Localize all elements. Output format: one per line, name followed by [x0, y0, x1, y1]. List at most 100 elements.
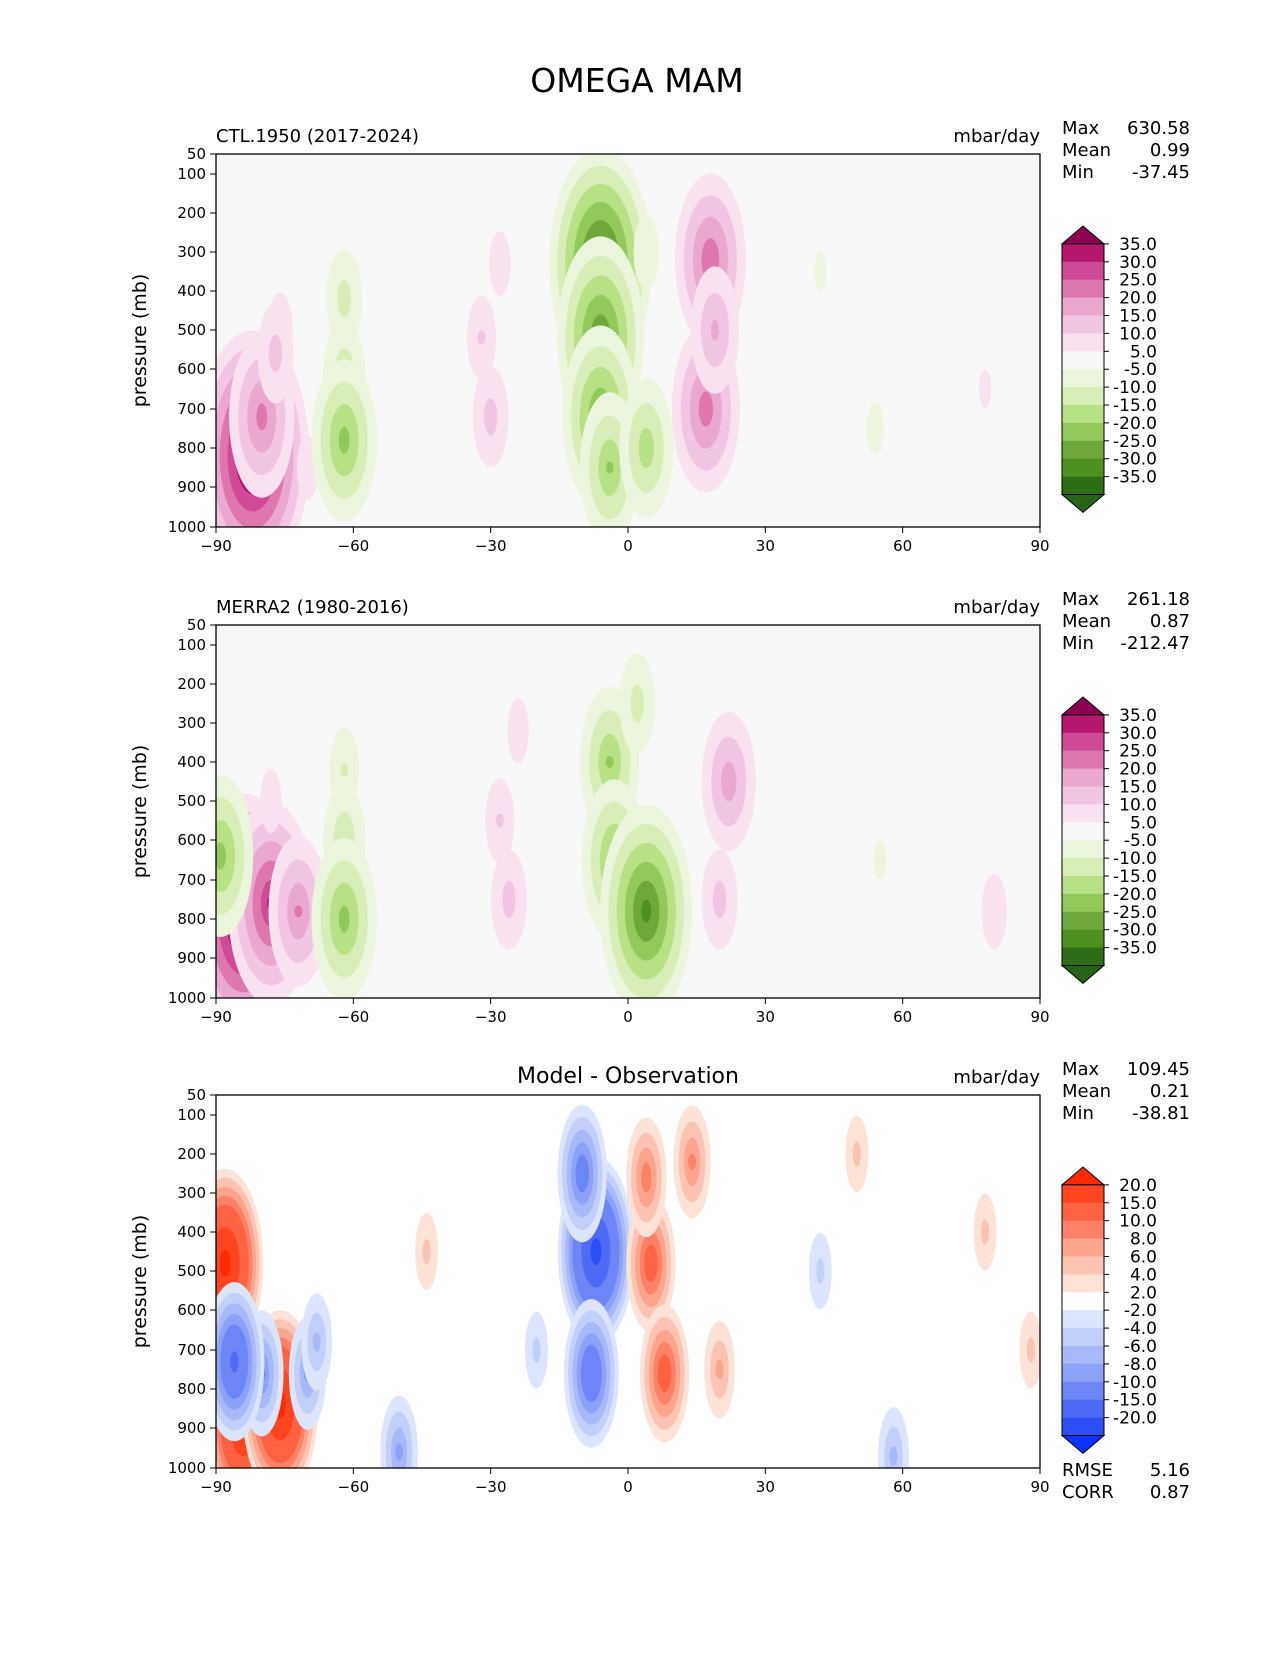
corr-value: 0.87 — [1150, 1482, 1190, 1503]
contour-cell — [619, 378, 674, 518]
contour-level — [532, 1337, 541, 1363]
colorbar-label: 4.0 — [1130, 1265, 1157, 1285]
colorbar-swatch — [1062, 1238, 1104, 1257]
contour-level — [644, 1244, 658, 1282]
contour-level — [260, 768, 282, 834]
x-tick-label: −30 — [475, 537, 507, 555]
x-tick-label: 90 — [1030, 537, 1049, 555]
stat-max-label: Max — [1062, 589, 1100, 610]
x-tick-label: −60 — [338, 537, 370, 555]
colorbar-label: 20.0 — [1119, 289, 1157, 309]
y-tick-label: 100 — [177, 636, 206, 654]
contour-level — [312, 1332, 321, 1352]
colorbar-swatch — [1062, 297, 1104, 316]
y-tick-label: 900 — [177, 1419, 206, 1437]
contour-cell — [600, 804, 693, 998]
x-tick-label: 90 — [1030, 1008, 1049, 1026]
colorbar-swatch — [1062, 804, 1104, 823]
colorbar-label: 20.0 — [1119, 1176, 1157, 1196]
colorbar-swatch — [1062, 1256, 1104, 1275]
y-axis-label: pressure (mb) — [129, 745, 151, 879]
contour-level — [268, 334, 283, 373]
contour-cell — [467, 295, 497, 380]
contour-level — [575, 1154, 589, 1193]
colorbar-swatch — [1062, 1220, 1104, 1240]
x-tick-label: 90 — [1030, 1478, 1049, 1496]
panels: CTL.1950 (2017-2024) mbar/day pressure (mb… — [129, 118, 1190, 1503]
panel-title: CTL.1950 (2017-2024) — [216, 126, 419, 147]
stat-mean-value: 0.87 — [1150, 611, 1190, 632]
colorbar-swatch — [1062, 369, 1104, 388]
colorbar-label: 15.0 — [1119, 307, 1157, 327]
colorbar-swatch — [1062, 714, 1104, 734]
y-tick-label: 100 — [177, 165, 206, 183]
colorbar-label: -20.0 — [1113, 885, 1157, 905]
contour-cell — [329, 727, 359, 812]
contour-level — [630, 684, 644, 723]
y-tick-label: 800 — [177, 1380, 206, 1398]
contour-level — [873, 840, 886, 880]
colorbar-label: -20.0 — [1113, 414, 1157, 434]
colorbar-swatch — [1062, 786, 1104, 805]
colorbar-swatch — [1062, 1274, 1104, 1293]
contour-level — [507, 698, 529, 764]
x-tick-label: −90 — [200, 537, 232, 555]
colorbar-swatch — [1062, 822, 1104, 841]
y-tick-label: 700 — [177, 400, 206, 418]
stat-min-value: -212.47 — [1121, 633, 1190, 654]
colorbar-label: -10.0 — [1113, 849, 1157, 869]
colorbar-label: -10.0 — [1113, 1373, 1157, 1393]
colorbar-swatch — [1062, 1363, 1104, 1383]
contour-level — [477, 330, 486, 345]
contour-cell — [873, 840, 886, 880]
colorbar-swatch — [1062, 476, 1104, 495]
contour-cell — [701, 849, 738, 950]
y-axis-label: pressure (mb) — [129, 1215, 151, 1349]
contour-level — [715, 1359, 724, 1380]
stat-min-value: -38.81 — [1132, 1103, 1190, 1124]
contour-cell — [311, 359, 377, 522]
contour-cell — [626, 1117, 667, 1238]
contour-cell — [507, 698, 529, 764]
y-tick-label: 1000 — [168, 518, 206, 536]
stat-max-label: Max — [1062, 118, 1100, 139]
colorbar-swatch — [1062, 929, 1104, 949]
colorbar: 35.030.025.020.015.010.05.0-5.0-10.0-15.… — [1060, 696, 1157, 985]
stat-max-value: 630.58 — [1127, 118, 1190, 139]
x-tick-label: 30 — [756, 537, 775, 555]
y-tick-label: 500 — [177, 792, 206, 810]
colorbar-label: -15.0 — [1113, 867, 1157, 887]
contour-level — [889, 1446, 898, 1466]
stat-mean-label: Mean — [1062, 1081, 1111, 1102]
colorbar-label: -5.0 — [1124, 831, 1157, 851]
y-tick-label: 600 — [177, 360, 206, 378]
colorbar-label: -6.0 — [1124, 1337, 1157, 1357]
contour-cell — [619, 653, 656, 754]
stat-min-label: Min — [1062, 633, 1094, 654]
contour-cell — [978, 369, 992, 409]
colorbar-label: 2.0 — [1130, 1283, 1157, 1303]
contour-level — [502, 880, 516, 919]
panel-title: MERRA2 (1980-2016) — [216, 597, 409, 618]
colorbar-label: 10.0 — [1119, 795, 1157, 815]
colorbar-swatch — [1062, 333, 1104, 352]
contour-level — [605, 461, 614, 474]
contour-cell — [1019, 1311, 1040, 1389]
y-tick-label: 200 — [177, 675, 206, 693]
x-tick-label: −90 — [200, 1008, 232, 1026]
contour-level — [720, 761, 737, 802]
contour-cell — [814, 252, 827, 291]
colorbar-swatch — [1062, 1184, 1104, 1204]
colorbar-label: 20.0 — [1119, 760, 1157, 780]
y-tick-label: 1000 — [168, 989, 206, 1007]
colorbar-swatch — [1062, 351, 1104, 370]
colorbar-swatch — [1062, 768, 1104, 787]
colorbar-swatch — [1062, 1346, 1104, 1365]
contour-cell — [633, 214, 659, 290]
contour-cell — [704, 1320, 735, 1419]
colorbar-label: 8.0 — [1130, 1230, 1157, 1250]
contour-level — [219, 1249, 231, 1277]
contour-level — [483, 398, 498, 436]
contour-cell — [690, 266, 740, 394]
contour-level — [698, 391, 713, 427]
